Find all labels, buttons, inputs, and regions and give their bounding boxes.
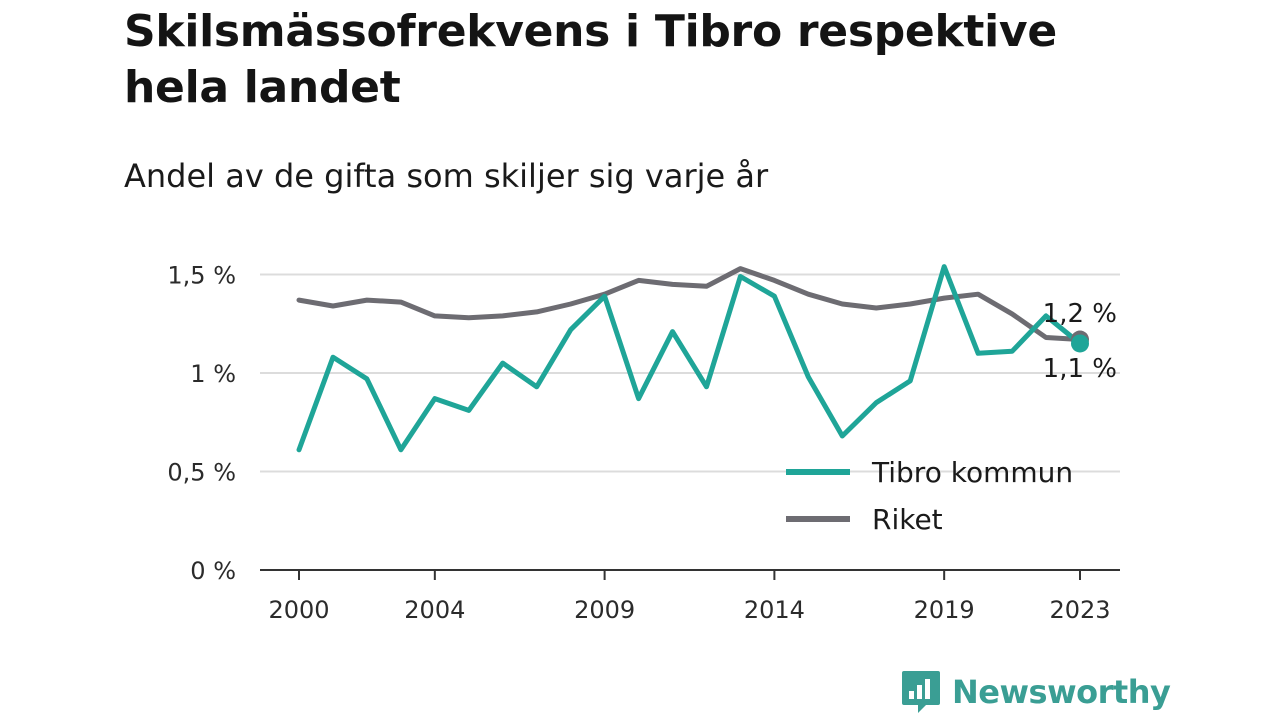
x-tick-label: 2019	[914, 596, 975, 624]
legend: Tibro kommun Riket	[786, 456, 1073, 536]
x-tick-label: 2000	[268, 596, 329, 624]
x-tick-label: 2014	[744, 596, 805, 624]
newsworthy-brand: Newsworthy	[900, 668, 1171, 716]
series-line-tibro	[296, 264, 1083, 453]
y-tick-label: 0,5 %	[167, 459, 236, 487]
x-axis-tick-labels: 2000 2004 2009 2014 2019 2023	[268, 596, 1110, 624]
y-tick-label: 0 %	[190, 557, 236, 585]
gridlines	[260, 273, 1120, 473]
x-tick-label: 2023	[1049, 596, 1110, 624]
end-markers: 1,2 % 1,1 %	[1043, 299, 1117, 384]
y-axis-tick-labels: 0 % 0,5 % 1 % 1,5 %	[167, 262, 236, 586]
legend-label-tibro: Tibro kommun	[871, 456, 1073, 489]
end-marker-tibro	[1071, 334, 1089, 353]
x-tick-label: 2009	[574, 596, 635, 624]
x-tick-label: 2004	[404, 596, 465, 624]
chart-title: Skilsmässofrekvens i Tibro respektive he…	[124, 6, 1057, 113]
end-label-riket: 1,2 %	[1043, 299, 1117, 329]
brand-name: Newsworthy	[952, 673, 1171, 711]
series-lines	[296, 264, 1083, 453]
legend-label-riket: Riket	[872, 503, 943, 536]
x-axis	[260, 569, 1120, 580]
y-tick-label: 1 %	[190, 360, 236, 388]
end-label-tibro: 1,1 %	[1043, 354, 1117, 384]
series-line-riket	[296, 266, 1083, 342]
newsworthy-logo-icon	[902, 671, 940, 713]
y-tick-label: 1,5 %	[167, 262, 236, 290]
chart-subtitle: Andel av de gifta som skiljer sig varje …	[124, 157, 769, 195]
